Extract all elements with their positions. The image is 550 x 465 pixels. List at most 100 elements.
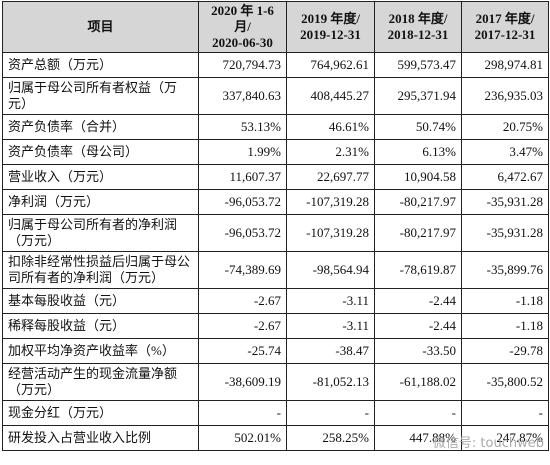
table-row: 加权平均净资产收益率（%） -25.74 -38.47 -33.50 -29.78 — [2, 338, 549, 364]
table-row: 现金分红（万元） - - - - — [2, 400, 549, 426]
cell-value: -78,619.87 — [374, 251, 462, 289]
cell-value: 1.99% — [198, 139, 287, 165]
cell-value: -96,053.72 — [198, 214, 287, 252]
row-label: 稀释每股收益（元） — [2, 313, 199, 339]
header-line: 2017-12-31 — [474, 27, 536, 42]
cell-value: 6,472.67 — [461, 164, 549, 190]
row-label: 资产负债率（合并） — [2, 114, 199, 140]
cell-value: -80,217.97 — [374, 189, 462, 215]
table-row: 营业收入（万元） 11,607.37 22,697.77 10,904.58 6,472… — [2, 164, 549, 190]
table-row: 资产负债率（合并） 53.13% 46.61% 50.74% 20.75% — [2, 114, 549, 140]
cell-value: -81,052.13 — [286, 363, 375, 401]
header-line: 2020-06-30 — [212, 35, 273, 50]
cell-value: -35,899.76 — [461, 251, 549, 289]
cell-value: 295,371.94 — [374, 77, 462, 115]
cell-value: 764,962.61 — [286, 52, 375, 78]
header-cell: 项目 — [2, 1, 199, 53]
header-line: 2018-12-31 — [387, 27, 449, 42]
cell-value: -61,188.02 — [374, 363, 462, 401]
table-row: 扣除非经常性损益后归属于母公司所有者的净利润（万元） -74,389.69 -98,… — [2, 251, 549, 289]
row-label: 归属于母公司所有者的净利润（万元） — [2, 214, 199, 252]
header-cell: 2017 年度/2017-12-31 — [461, 1, 549, 53]
cell-value: -35,800.52 — [461, 363, 549, 401]
cell-value: -25.74 — [198, 338, 287, 364]
table-row: 资产负债率（母公司） 1.99% 2.31% 6.13% 3.47% — [2, 139, 549, 165]
cell-value: 447.88% — [374, 425, 462, 451]
cell-value: -2.67 — [198, 313, 287, 339]
cell-value: 337,840.63 — [198, 77, 287, 115]
table-row: 归属于母公司所有者的净利润（万元） -96,053.72 -107,319.28 -8… — [2, 214, 549, 252]
cell-value: -38.47 — [286, 338, 375, 364]
header-line: 2017 年度/ — [475, 11, 535, 26]
cell-value: 258.25% — [286, 425, 375, 451]
header-cell: 2019 年度/2019-12-31 — [286, 1, 375, 53]
cell-value: 247.87% — [461, 425, 549, 451]
header-cell: 2020 年 1-6 月/2020-06-30 — [198, 1, 287, 53]
watermark: 微信号: touchweb — [432, 436, 544, 451]
cell-value: -107,319.28 — [286, 214, 375, 252]
row-label: 经营活动产生的现金流量净额（万元） — [2, 363, 199, 401]
table-row: 研发投入占营业收入比例 502.01% 258.25% 447.88% 247.87% — [2, 425, 549, 451]
row-label: 研发投入占营业收入比例 — [2, 425, 199, 451]
header-cell: 2018 年度/2018-12-31 — [374, 1, 462, 53]
table-row: 稀释每股收益（元） -2.67 -3.11 -2.44 -1.18 — [2, 313, 549, 339]
cell-value: -2.67 — [198, 288, 287, 314]
cell-value: -74,389.69 — [198, 251, 287, 289]
cell-value: -107,319.28 — [286, 189, 375, 215]
row-label: 资产负债率（母公司） — [2, 139, 199, 165]
table-row: 归属于母公司所有者权益（万元） 337,840.63 408,445.27 295,3… — [2, 77, 549, 115]
cell-value: -2.44 — [374, 313, 462, 339]
cell-value: 20.75% — [461, 114, 549, 140]
header-line: 项目 — [87, 19, 114, 34]
data-table: 项目 2020 年 1-6 月/2020-06-30 2019 年度/2019-12… — [2, 1, 549, 451]
row-label: 加权平均净资产收益率（%） — [2, 338, 199, 364]
cell-value: - — [374, 400, 462, 426]
cell-value: -2.44 — [374, 288, 462, 314]
cell-value: -38,609.19 — [198, 363, 287, 401]
cell-value: -35,931.28 — [461, 189, 549, 215]
cell-value: 6.13% — [374, 139, 462, 165]
cell-value: -35,931.28 — [461, 214, 549, 252]
table-row: 经营活动产生的现金流量净额（万元） -38,609.19 -81,052.13 -61… — [2, 363, 549, 401]
cell-value: -33.50 — [374, 338, 462, 364]
cell-value: 46.61% — [286, 114, 375, 140]
row-label: 扣除非经常性损益后归属于母公司所有者的净利润（万元） — [2, 251, 199, 289]
cell-value: -1.18 — [461, 313, 549, 339]
cell-value: 10,904.58 — [374, 164, 462, 190]
row-label: 现金分红（万元） — [2, 400, 199, 426]
header-line: 2018 年度/ — [388, 11, 448, 26]
cell-value: -1.18 — [461, 288, 549, 314]
row-label: 归属于母公司所有者权益（万元） — [2, 77, 199, 115]
cell-value: 408,445.27 — [286, 77, 375, 115]
cell-value: 298,974.81 — [461, 52, 549, 78]
cell-value: 11,607.37 — [198, 164, 287, 190]
cell-value: -3.11 — [286, 288, 375, 314]
cell-value: 50.74% — [374, 114, 462, 140]
header-row: 项目 2020 年 1-6 月/2020-06-30 2019 年度/2019-12… — [2, 1, 549, 53]
cell-value: - — [461, 400, 549, 426]
header-line: 2019 年度/ — [301, 11, 360, 26]
cell-value: 720,794.73 — [198, 52, 287, 78]
cell-value: 236,935.03 — [461, 77, 549, 115]
row-label: 净利润（万元） — [2, 189, 199, 215]
cell-value: 3.47% — [461, 139, 549, 165]
table-row: 净利润（万元） -96,053.72 -107,319.28 -80,217.97 -3… — [2, 189, 549, 215]
table-row: 基本每股收益（元） -2.67 -3.11 -2.44 -1.18 — [2, 288, 549, 314]
header-line: 2020 年 1-6 月/ — [211, 3, 274, 34]
cell-value: 502.01% — [198, 425, 287, 451]
cell-value: -98,564.94 — [286, 251, 375, 289]
table-row: 资产总额（万元） 720,794.73 764,962.61 599,573.47 29… — [2, 52, 549, 78]
row-label: 资产总额（万元） — [2, 52, 199, 78]
row-label: 营业收入（万元） — [2, 164, 199, 190]
cell-value: - — [286, 400, 375, 426]
cell-value: 599,573.47 — [374, 52, 462, 78]
cell-value: - — [198, 400, 287, 426]
row-label: 基本每股收益（元） — [2, 288, 199, 314]
cell-value: -3.11 — [286, 313, 375, 339]
cell-value: -96,053.72 — [198, 189, 287, 215]
cell-value: -80,217.97 — [374, 214, 462, 252]
header-line: 2019-12-31 — [300, 27, 361, 42]
cell-value: -29.78 — [461, 338, 549, 364]
cell-value: 2.31% — [286, 139, 375, 165]
